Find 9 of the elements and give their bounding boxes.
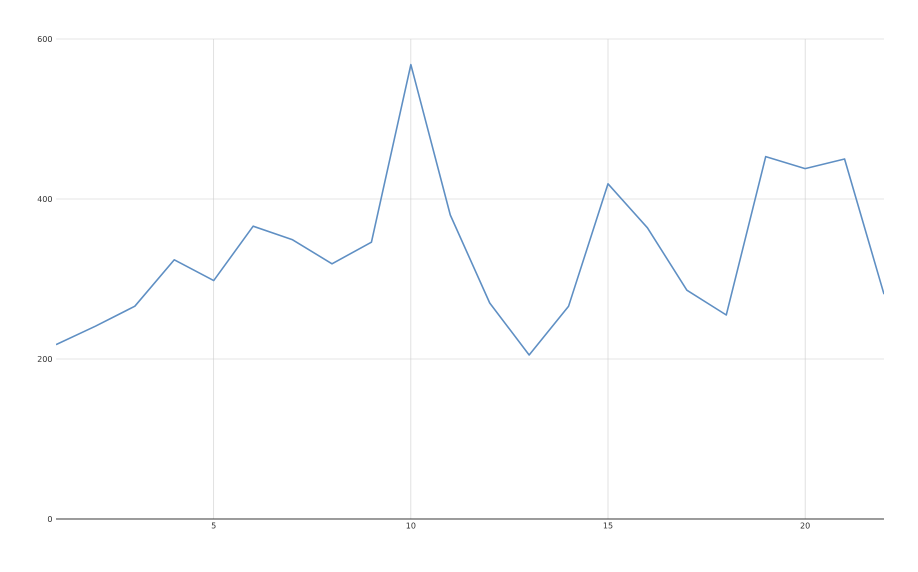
y-tick-label: 400 bbox=[38, 196, 52, 202]
y-tick-label: 600 bbox=[38, 36, 52, 42]
x-tick-label: 20 bbox=[800, 522, 810, 529]
y-tick-label: 200 bbox=[38, 356, 52, 362]
y-tick-label: 0 bbox=[48, 516, 52, 522]
x-tick-label: 15 bbox=[604, 522, 612, 528]
line-series bbox=[56, 64, 884, 356]
x-tick-label: 10 bbox=[406, 522, 416, 529]
x-tick-label: 5 bbox=[212, 522, 216, 528]
